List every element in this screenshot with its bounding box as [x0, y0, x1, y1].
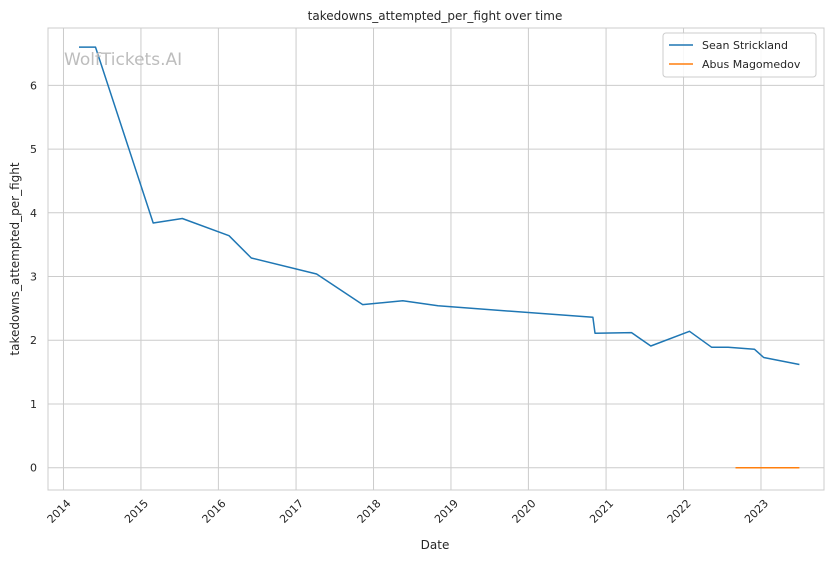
x-tick-label: 2023 [742, 497, 771, 526]
series-line-sean-strickland [79, 46, 800, 366]
y-gridlines [48, 84, 824, 469]
x-gridlines [62, 28, 762, 490]
y-tick-label: 3 [30, 271, 37, 284]
plot-area [47, 27, 825, 491]
legend-box [662, 32, 817, 78]
series-layer [79, 46, 800, 469]
x-tick-label: 2019 [432, 497, 461, 526]
x-tick-label: 2018 [355, 497, 384, 526]
x-tick-labels: 2014 2015 2016 2017 2018 2019 2020 2021 2022 2023 [45, 497, 771, 526]
legend-label-abus-magomedov: Abus Magomedov [702, 58, 801, 71]
x-tick-label: 2017 [277, 497, 306, 526]
y-tick-labels: 0 1 2 3 4 5 6 [30, 79, 37, 474]
x-tick-label: 2021 [587, 497, 616, 526]
y-tick-label: 0 [30, 462, 37, 475]
x-tick-label: 2020 [510, 497, 539, 526]
y-axis-label: takedowns_attempted_per_fight [8, 162, 22, 355]
y-tick-label: 2 [30, 334, 37, 347]
x-tick-label: 2022 [665, 497, 694, 526]
y-tick-label: 6 [30, 79, 37, 92]
y-tick-label: 1 [30, 398, 37, 411]
x-tick-label: 2016 [200, 497, 229, 526]
x-tick-label: 2014 [45, 497, 74, 526]
x-axis-label: Date [421, 538, 450, 552]
y-tick-label: 5 [30, 143, 37, 156]
chart-title: takedowns_attempted_per_fight over time [308, 9, 563, 23]
legend-label-sean-strickland: Sean Strickland [702, 39, 788, 52]
watermark: WolfTickets.AI [64, 50, 182, 70]
x-tick-label: 2015 [122, 497, 151, 526]
y-tick-label: 4 [30, 207, 37, 220]
legend: Sean Strickland Abus Magomedov [662, 32, 817, 78]
